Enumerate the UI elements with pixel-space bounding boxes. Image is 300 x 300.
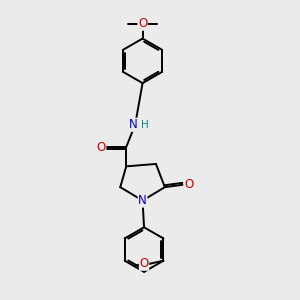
Text: N: N bbox=[128, 118, 137, 131]
Text: O: O bbox=[184, 178, 193, 191]
Text: O: O bbox=[96, 140, 106, 154]
Text: O: O bbox=[138, 17, 147, 30]
Text: O: O bbox=[140, 257, 149, 270]
Text: H: H bbox=[141, 120, 148, 130]
Text: N: N bbox=[138, 194, 147, 207]
